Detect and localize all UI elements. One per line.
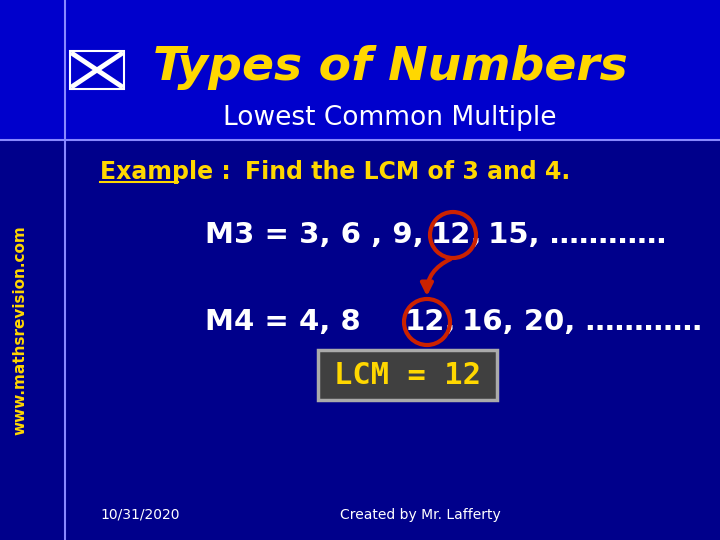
- Text: LCM = 12: LCM = 12: [333, 361, 480, 389]
- Text: 15, …………: 15, …………: [478, 221, 666, 249]
- Text: 10/31/2020: 10/31/2020: [100, 508, 179, 522]
- Text: Find the LCM of 3 and 4.: Find the LCM of 3 and 4.: [245, 160, 570, 184]
- Text: Lowest Common Multiple: Lowest Common Multiple: [223, 105, 557, 131]
- Text: 16, 20, …………: 16, 20, …………: [452, 308, 702, 336]
- FancyArrowPatch shape: [422, 259, 451, 292]
- Text: Example :: Example :: [100, 160, 230, 184]
- FancyBboxPatch shape: [0, 0, 720, 140]
- Text: M3 = 3, 6 , 9,: M3 = 3, 6 , 9,: [205, 221, 424, 249]
- FancyBboxPatch shape: [318, 350, 497, 400]
- Text: 12,: 12,: [431, 221, 482, 249]
- Text: Created by Mr. Lafferty: Created by Mr. Lafferty: [340, 508, 500, 522]
- Text: Types of Numbers: Types of Numbers: [153, 45, 627, 91]
- Text: 12,: 12,: [404, 308, 456, 336]
- Text: M4 = 4, 8: M4 = 4, 8: [205, 308, 361, 336]
- Text: www.mathsrevision.com: www.mathsrevision.com: [12, 225, 27, 435]
